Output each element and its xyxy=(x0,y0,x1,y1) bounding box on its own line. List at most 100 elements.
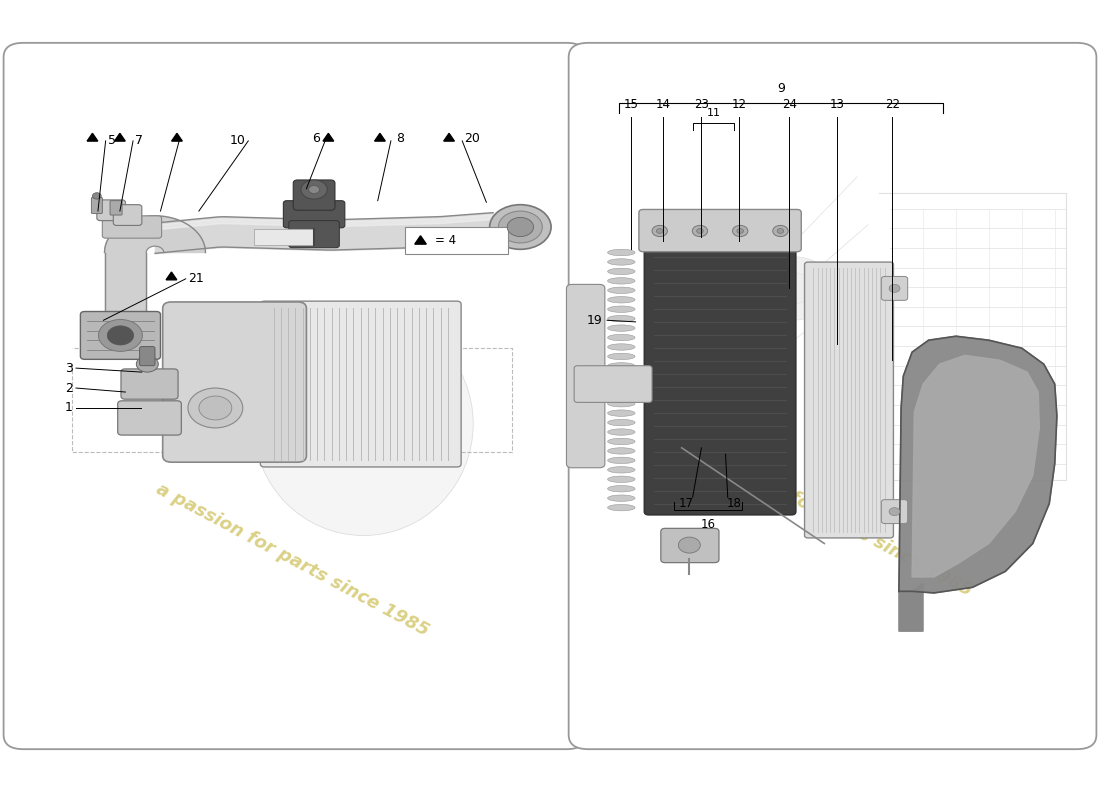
Ellipse shape xyxy=(607,429,635,435)
Polygon shape xyxy=(899,336,1057,593)
Circle shape xyxy=(772,226,788,237)
Text: 16: 16 xyxy=(701,518,715,531)
FancyBboxPatch shape xyxy=(102,216,162,238)
Circle shape xyxy=(352,400,440,464)
Ellipse shape xyxy=(607,372,635,378)
Text: 12: 12 xyxy=(732,98,746,111)
Ellipse shape xyxy=(607,382,635,388)
Circle shape xyxy=(737,229,744,234)
Circle shape xyxy=(696,229,703,234)
Text: 8: 8 xyxy=(396,132,405,145)
FancyBboxPatch shape xyxy=(113,205,142,226)
FancyBboxPatch shape xyxy=(163,302,307,462)
FancyBboxPatch shape xyxy=(645,246,795,515)
Circle shape xyxy=(889,285,900,292)
FancyBboxPatch shape xyxy=(80,311,161,359)
Text: 5: 5 xyxy=(108,134,115,146)
Polygon shape xyxy=(87,134,98,141)
Text: 24: 24 xyxy=(782,98,796,111)
FancyBboxPatch shape xyxy=(3,43,586,749)
Ellipse shape xyxy=(607,297,635,303)
FancyBboxPatch shape xyxy=(261,301,461,467)
Text: a passion for parts since 1985: a passion for parts since 1985 xyxy=(696,440,975,599)
Circle shape xyxy=(652,226,668,237)
Ellipse shape xyxy=(607,362,635,369)
Ellipse shape xyxy=(607,344,635,350)
Ellipse shape xyxy=(607,268,635,274)
Ellipse shape xyxy=(254,312,473,535)
FancyBboxPatch shape xyxy=(294,180,334,210)
Ellipse shape xyxy=(607,466,635,473)
Circle shape xyxy=(188,388,243,428)
FancyBboxPatch shape xyxy=(639,210,801,252)
Ellipse shape xyxy=(607,334,635,341)
Polygon shape xyxy=(172,134,183,141)
Polygon shape xyxy=(912,355,1040,577)
Ellipse shape xyxy=(607,287,635,294)
Polygon shape xyxy=(166,272,177,280)
Text: 14: 14 xyxy=(656,98,671,111)
Text: 22: 22 xyxy=(884,98,900,111)
Bar xyxy=(254,230,315,246)
FancyBboxPatch shape xyxy=(569,43,1097,749)
Ellipse shape xyxy=(607,457,635,463)
FancyBboxPatch shape xyxy=(881,277,907,300)
Text: = 4: = 4 xyxy=(434,234,455,247)
Ellipse shape xyxy=(607,486,635,492)
Text: 6: 6 xyxy=(311,132,320,145)
Ellipse shape xyxy=(607,391,635,398)
Polygon shape xyxy=(114,134,125,141)
Ellipse shape xyxy=(607,438,635,445)
FancyBboxPatch shape xyxy=(284,201,344,228)
FancyBboxPatch shape xyxy=(804,262,893,538)
Text: 11: 11 xyxy=(706,108,721,118)
Text: 17: 17 xyxy=(679,498,694,510)
Circle shape xyxy=(199,396,232,420)
Ellipse shape xyxy=(607,306,635,312)
Circle shape xyxy=(733,226,748,237)
FancyBboxPatch shape xyxy=(110,201,122,215)
Text: 23: 23 xyxy=(694,98,708,111)
Circle shape xyxy=(108,326,133,345)
Ellipse shape xyxy=(607,505,635,511)
Circle shape xyxy=(889,508,900,515)
Text: 7: 7 xyxy=(135,134,143,146)
FancyBboxPatch shape xyxy=(566,285,605,468)
Text: 10: 10 xyxy=(230,134,245,146)
FancyBboxPatch shape xyxy=(289,221,339,248)
Circle shape xyxy=(490,205,551,250)
Polygon shape xyxy=(375,134,385,141)
Ellipse shape xyxy=(607,278,635,284)
Text: 1: 1 xyxy=(65,402,73,414)
Circle shape xyxy=(136,356,158,372)
Text: 19: 19 xyxy=(587,314,603,326)
Circle shape xyxy=(769,273,813,304)
Circle shape xyxy=(301,180,328,199)
Circle shape xyxy=(679,537,701,553)
Polygon shape xyxy=(443,134,454,141)
FancyBboxPatch shape xyxy=(881,500,907,523)
Ellipse shape xyxy=(607,354,635,360)
FancyBboxPatch shape xyxy=(118,401,182,435)
Ellipse shape xyxy=(607,495,635,502)
FancyBboxPatch shape xyxy=(574,366,652,402)
Polygon shape xyxy=(415,236,427,244)
Ellipse shape xyxy=(607,401,635,407)
Ellipse shape xyxy=(607,410,635,416)
Text: a passion for parts since 1985: a passion for parts since 1985 xyxy=(153,480,431,639)
Circle shape xyxy=(748,257,835,320)
FancyBboxPatch shape xyxy=(140,346,155,366)
Circle shape xyxy=(498,211,542,243)
Ellipse shape xyxy=(607,325,635,331)
Polygon shape xyxy=(323,134,333,141)
Circle shape xyxy=(692,226,707,237)
Text: 9: 9 xyxy=(777,82,785,95)
Circle shape xyxy=(265,336,396,432)
Text: 13: 13 xyxy=(830,98,845,111)
FancyBboxPatch shape xyxy=(97,200,125,221)
Text: 20: 20 xyxy=(464,132,481,145)
Text: 21: 21 xyxy=(188,272,204,286)
Ellipse shape xyxy=(607,419,635,426)
Ellipse shape xyxy=(607,250,635,256)
FancyBboxPatch shape xyxy=(661,528,719,562)
